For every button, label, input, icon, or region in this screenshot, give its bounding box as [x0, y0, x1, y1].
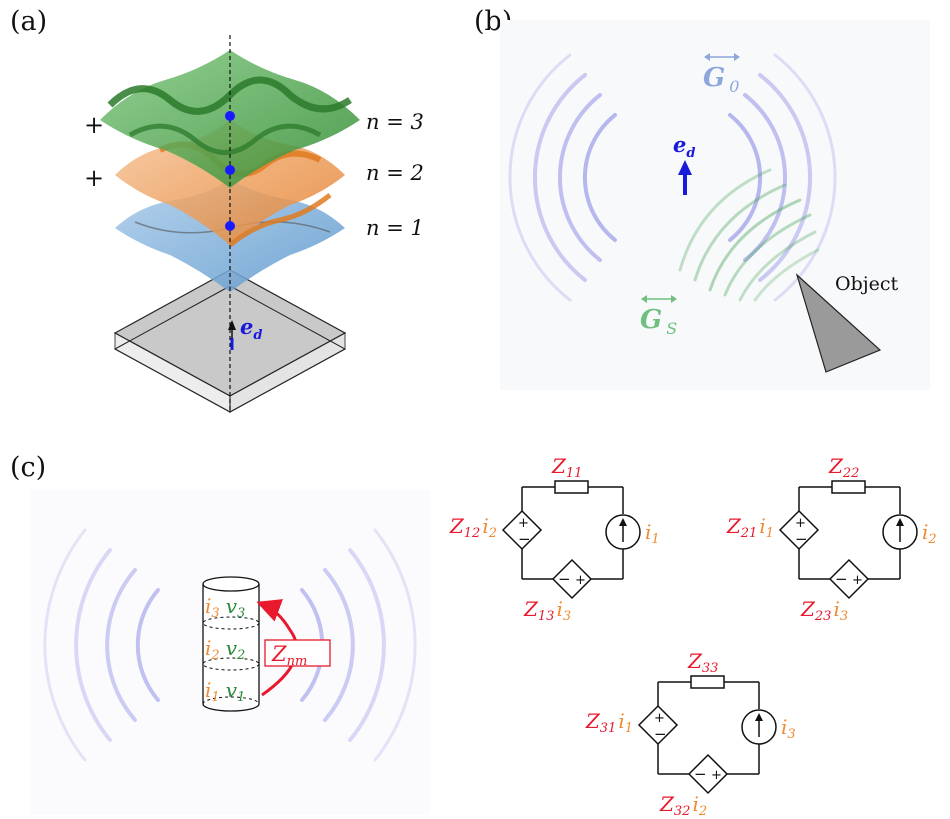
band-label-n2: n = 2 — [366, 161, 424, 185]
band-point-n2 — [225, 165, 235, 175]
gs-wave-arcs — [678, 168, 820, 302]
svg-text:+: + — [575, 573, 586, 588]
band-sign-n3: + — [84, 111, 104, 139]
band-point-n1 — [225, 221, 235, 231]
znm-label: Znm — [271, 642, 307, 669]
segment-label-2: i2 v2 — [205, 636, 245, 663]
impedance-label-bottom: Z13 i3 — [523, 597, 571, 624]
znm-box — [264, 639, 331, 667]
svg-text:+: + — [654, 711, 665, 726]
coupling-arrow — [256, 599, 299, 697]
band-label-n3: n = 3 — [366, 110, 424, 134]
dipole-arrowhead-b — [678, 160, 692, 175]
svg-text:−: − — [654, 725, 667, 743]
source-current-label: i2 — [922, 520, 937, 547]
band-point-n3 — [225, 111, 235, 121]
panel-label-a: (a) — [10, 6, 47, 37]
segment-label-1: i1 v1 — [205, 678, 245, 705]
source-current-label: i1 — [645, 520, 660, 547]
impedance-label-top: Z11 — [551, 454, 582, 481]
segment-label-3: i3 v3 — [205, 594, 245, 621]
dipole-label-b: ed — [673, 132, 695, 161]
impedance-label-left: Z12 i2 — [449, 514, 497, 541]
dipole-arrowhead-black — [228, 320, 236, 330]
antenna-cylinder — [202, 576, 260, 712]
resistor-33 — [690, 675, 725, 689]
impedance-label-bottom: Z23 i3 — [800, 597, 848, 624]
svg-text:+: + — [711, 768, 722, 783]
band-sign-n2: + — [84, 164, 104, 192]
source-current-label: i3 — [781, 715, 796, 742]
resistor-11 — [554, 480, 589, 494]
svg-text:+: + — [852, 573, 863, 588]
svg-text:−: − — [694, 765, 707, 783]
svg-text:−: − — [558, 570, 571, 588]
antenna-wave-arcs — [43, 528, 417, 762]
svg-text:−: − — [518, 530, 531, 548]
impedance-label-left: Z21 i1 — [726, 514, 774, 541]
resistor-22 — [831, 480, 866, 494]
svg-text:+: + — [795, 516, 806, 531]
impedance-label-left: Z31 i1 — [585, 709, 633, 736]
svg-text:−: − — [835, 570, 848, 588]
panel-c: i3 v3 i2 v2 i1 v1 Znm — [30, 490, 430, 815]
panel-label-c: (c) — [10, 452, 46, 483]
impedance-label-top: Z33 — [687, 649, 718, 676]
panel-a: n = 3 n = 2 n = 1 + + ed — [84, 35, 424, 414]
impedance-label-top: Z22 — [828, 454, 859, 481]
scattering-object — [795, 273, 882, 373]
dipole-label-a: ed — [240, 314, 262, 343]
impedance-label-bottom: Z32 i2 — [659, 792, 707, 819]
object-label: Object — [835, 273, 899, 295]
band-label-n1: n = 1 — [366, 216, 424, 240]
svg-text:+: + — [518, 516, 529, 531]
g0-wave-arcs — [508, 53, 837, 302]
svg-text:GS: GS — [640, 305, 677, 338]
svg-text:−: − — [795, 530, 808, 548]
svg-text:G0: G0 — [703, 63, 739, 96]
panel-b-background — [500, 20, 930, 390]
